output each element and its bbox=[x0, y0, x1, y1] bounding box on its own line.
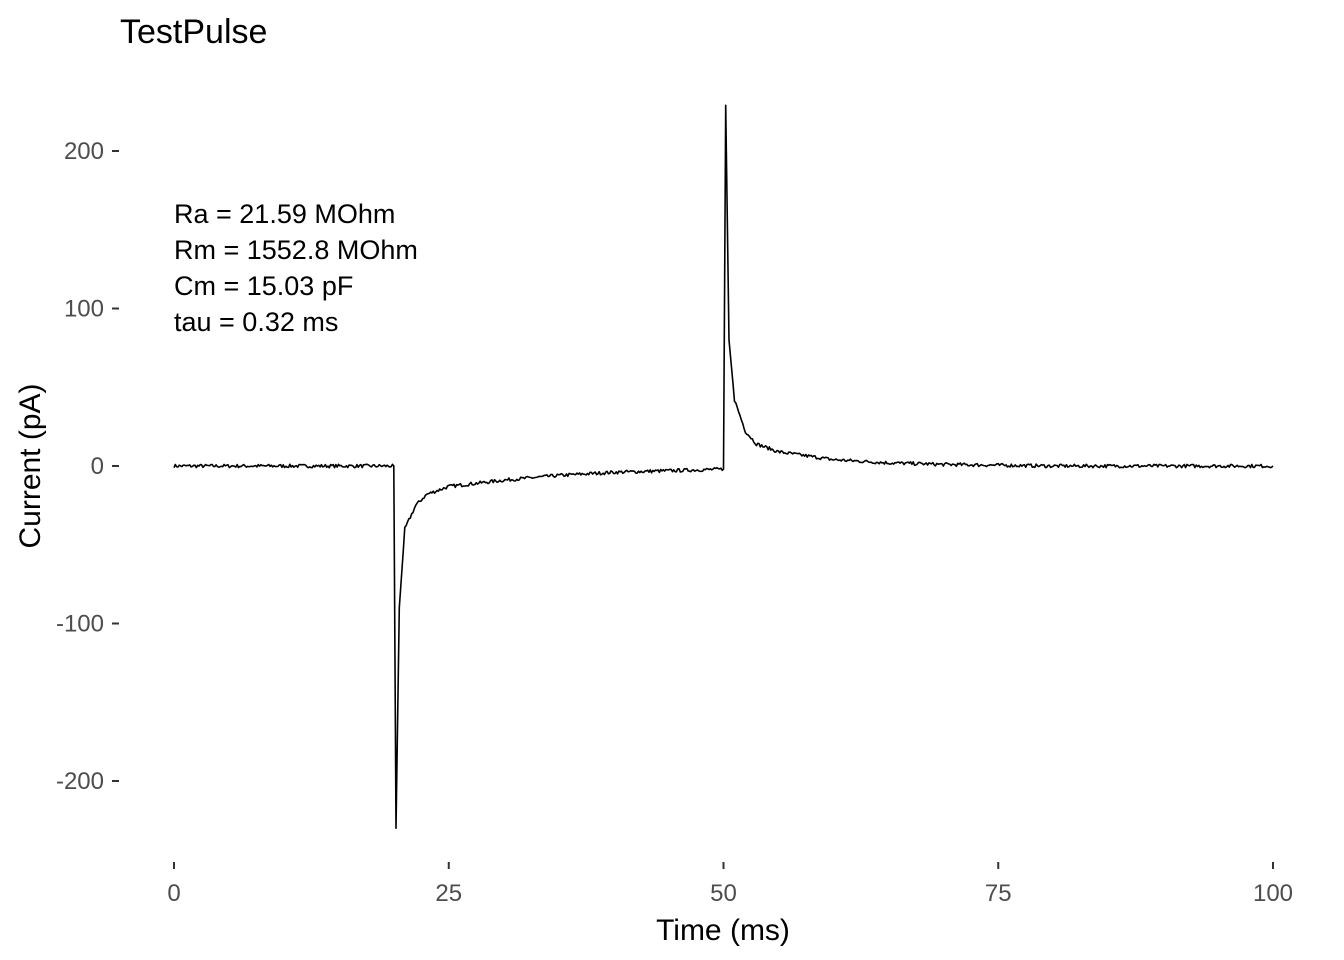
x-tick-label: 50 bbox=[710, 880, 737, 907]
y-tick-label: 200 bbox=[64, 138, 104, 165]
y-axis-title: Current (pA) bbox=[14, 383, 47, 548]
y-tick-label: -200 bbox=[56, 768, 104, 795]
annotation-rm: Rm = 1552.8 MOhm bbox=[174, 235, 418, 265]
x-axis-title: Time (ms) bbox=[656, 914, 790, 947]
x-tick-label: 0 bbox=[167, 880, 180, 907]
y-tick-label: 0 bbox=[91, 453, 104, 480]
x-tick-label: 75 bbox=[985, 880, 1012, 907]
x-tick-label: 100 bbox=[1253, 880, 1293, 907]
x-tick-label: 25 bbox=[435, 880, 462, 907]
annotation-block: Ra = 21.59 MOhm Rm = 1552.8 MOhm Cm = 15… bbox=[174, 199, 418, 337]
chart-title: TestPulse bbox=[120, 13, 267, 51]
series-line-current bbox=[173, 104, 1274, 830]
annotation-tau: tau = 0.32 ms bbox=[174, 307, 338, 337]
x-axis: 0 25 50 75 100 bbox=[167, 862, 1293, 907]
y-tick-label: -100 bbox=[56, 611, 104, 638]
annotation-ra: Ra = 21.59 MOhm bbox=[174, 199, 395, 229]
y-axis: 200 100 0 -100 -200 bbox=[56, 138, 119, 795]
y-tick-label: 100 bbox=[64, 296, 104, 323]
annotation-cm: Cm = 15.03 pF bbox=[174, 271, 353, 301]
